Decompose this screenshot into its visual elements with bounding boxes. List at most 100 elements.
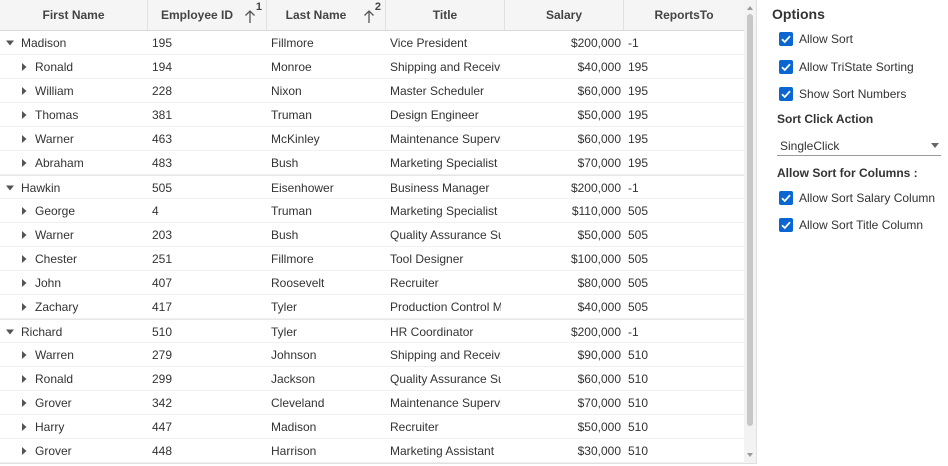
salary-cell[interactable]: $200,000: [570, 181, 621, 195]
collapsed-chevron-icon[interactable]: [18, 343, 30, 367]
scroll-down-icon[interactable]: [744, 449, 756, 461]
salary-cell[interactable]: $50,000: [577, 108, 621, 122]
employee-id-cell[interactable]: 407: [152, 276, 173, 290]
salary-cell[interactable]: $200,000: [570, 325, 621, 339]
expanded-chevron-icon[interactable]: [4, 320, 16, 344]
first-name-cell[interactable]: Ronald: [35, 60, 74, 74]
reports-to-cell[interactable]: 195: [628, 60, 649, 74]
first-name-cell[interactable]: Thomas: [35, 108, 79, 122]
salary-cell[interactable]: $200,000: [570, 36, 621, 50]
reports-to-cell[interactable]: 195: [628, 108, 649, 122]
reports-to-cell[interactable]: 505: [628, 228, 649, 242]
employee-id-cell[interactable]: 483: [152, 156, 173, 170]
title-cell[interactable]: Maintenance Supervis: [390, 132, 501, 146]
employee-id-cell[interactable]: 505: [152, 181, 173, 195]
tree-row-child[interactable]: Grover 342 Cleveland Maintenance Supervis $7…: [0, 391, 744, 415]
last-name-cell[interactable]: Bush: [271, 228, 299, 242]
tree-row-child[interactable]: William 228 Nixon Master Scheduler $60,000 19…: [0, 79, 744, 103]
employee-id-cell[interactable]: 251: [152, 252, 173, 266]
tree-row-child[interactable]: George 4 Truman Marketing Specialist $110,00…: [0, 199, 744, 223]
scroll-up-icon[interactable]: [744, 2, 756, 14]
salary-cell[interactable]: $60,000: [577, 132, 621, 146]
first-name-cell[interactable]: Zachary: [35, 300, 79, 314]
last-name-cell[interactable]: McKinley: [271, 132, 320, 146]
collapsed-chevron-icon[interactable]: [18, 127, 30, 151]
title-cell[interactable]: Maintenance Supervis: [390, 396, 501, 410]
title-cell[interactable]: Quality Assurance Sup: [390, 372, 501, 386]
title-cell[interactable]: Design Engineer: [390, 108, 479, 122]
title-cell[interactable]: Shipping and Receivin: [390, 348, 501, 362]
salary-cell[interactable]: $110,000: [571, 204, 621, 218]
collapsed-chevron-icon[interactable]: [18, 103, 30, 127]
employee-id-cell[interactable]: 448: [152, 444, 173, 458]
reports-to-cell[interactable]: -1: [628, 181, 639, 195]
salary-cell[interactable]: $100,000: [570, 252, 621, 266]
column-header-reports-to[interactable]: ReportsTo: [624, 0, 744, 30]
salary-cell[interactable]: $70,000: [577, 396, 621, 410]
last-name-cell[interactable]: Johnson: [271, 348, 317, 362]
last-name-cell[interactable]: Jackson: [271, 372, 316, 386]
tree-row-parent[interactable]: Hawkin 505 Eisenhower Business Manager $200,…: [0, 175, 744, 199]
expanded-chevron-icon[interactable]: [4, 31, 16, 55]
employee-id-cell[interactable]: 342: [152, 396, 173, 410]
tree-row-child[interactable]: John 407 Roosevelt Recruiter $80,000 505: [0, 271, 744, 295]
reports-to-cell[interactable]: 505: [628, 252, 649, 266]
first-name-cell[interactable]: Richard: [21, 325, 63, 339]
collapsed-chevron-icon[interactable]: [18, 367, 30, 391]
reports-to-cell[interactable]: 195: [628, 132, 649, 146]
title-cell[interactable]: Tool Designer: [390, 252, 464, 266]
salary-cell[interactable]: $30,000: [577, 444, 621, 458]
tree-row-child[interactable]: Warren 279 Johnson Shipping and Receivin $90…: [0, 343, 744, 367]
first-name-cell[interactable]: Warner: [35, 228, 74, 242]
salary-cell[interactable]: $80,000: [577, 276, 621, 290]
employee-id-cell[interactable]: 203: [152, 228, 173, 242]
column-header-employee-id[interactable]: Employee ID 1: [148, 0, 267, 30]
salary-cell[interactable]: $50,000: [577, 420, 621, 434]
collapsed-chevron-icon[interactable]: [18, 199, 30, 223]
salary-cell[interactable]: $70,000: [577, 156, 621, 170]
title-cell[interactable]: Marketing Specialist: [390, 156, 498, 170]
tree-row-child[interactable]: Grover 448 Harrison Marketing Assistant $30,…: [0, 439, 744, 463]
last-name-cell[interactable]: Eisenhower: [271, 181, 334, 195]
tree-row-child[interactable]: Warner 463 McKinley Maintenance Supervis $60…: [0, 127, 744, 151]
employee-id-cell[interactable]: 381: [152, 108, 173, 122]
title-cell[interactable]: Shipping and Receivin: [390, 60, 501, 74]
first-name-cell[interactable]: Chester: [35, 252, 78, 266]
column-header-last-name[interactable]: Last Name 2: [267, 0, 386, 30]
last-name-cell[interactable]: Monroe: [271, 60, 312, 74]
reports-to-cell[interactable]: 510: [628, 396, 649, 410]
tree-row-parent[interactable]: Richard 510 Tyler HR Coordinator $200,000 -1: [0, 319, 744, 343]
reports-to-cell[interactable]: -1: [628, 325, 639, 339]
collapsed-chevron-icon[interactable]: [18, 439, 30, 463]
salary-cell[interactable]: $60,000: [577, 84, 621, 98]
reports-to-cell[interactable]: 510: [628, 444, 649, 458]
last-name-cell[interactable]: Madison: [271, 420, 317, 434]
last-name-cell[interactable]: Tyler: [271, 325, 298, 339]
last-name-cell[interactable]: Nixon: [271, 84, 302, 98]
first-name-cell[interactable]: Abraham: [35, 156, 84, 170]
first-name-cell[interactable]: Grover: [35, 396, 72, 410]
tree-row-child[interactable]: Ronald 299 Jackson Quality Assurance Sup $60…: [0, 367, 744, 391]
reports-to-cell[interactable]: 195: [628, 156, 649, 170]
last-name-cell[interactable]: Truman: [271, 204, 312, 218]
title-cell[interactable]: Production Control M: [390, 300, 501, 314]
column-header-title[interactable]: Title: [386, 0, 505, 30]
collapsed-chevron-icon[interactable]: [18, 79, 30, 103]
first-name-cell[interactable]: Madison: [21, 36, 67, 50]
employee-id-cell[interactable]: 463: [152, 132, 173, 146]
collapsed-chevron-icon[interactable]: [18, 391, 30, 415]
scrollbar-thumb[interactable]: [747, 14, 753, 426]
salary-cell[interactable]: $90,000: [577, 348, 621, 362]
reports-to-cell[interactable]: -1: [628, 36, 639, 50]
employee-id-cell[interactable]: 194: [152, 60, 173, 74]
tree-row-child[interactable]: Abraham 483 Bush Marketing Specialist $70,00…: [0, 151, 744, 175]
employee-id-cell[interactable]: 299: [152, 372, 173, 386]
last-name-cell[interactable]: Roosevelt: [271, 276, 325, 290]
reports-to-cell[interactable]: 505: [628, 204, 649, 218]
salary-cell[interactable]: $50,000: [577, 228, 621, 242]
reports-to-cell[interactable]: 510: [628, 372, 649, 386]
collapsed-chevron-icon[interactable]: [18, 295, 30, 319]
reports-to-cell[interactable]: 510: [628, 420, 649, 434]
title-cell[interactable]: Quality Assurance Sup: [390, 228, 501, 242]
employee-id-cell[interactable]: 195: [152, 36, 173, 50]
